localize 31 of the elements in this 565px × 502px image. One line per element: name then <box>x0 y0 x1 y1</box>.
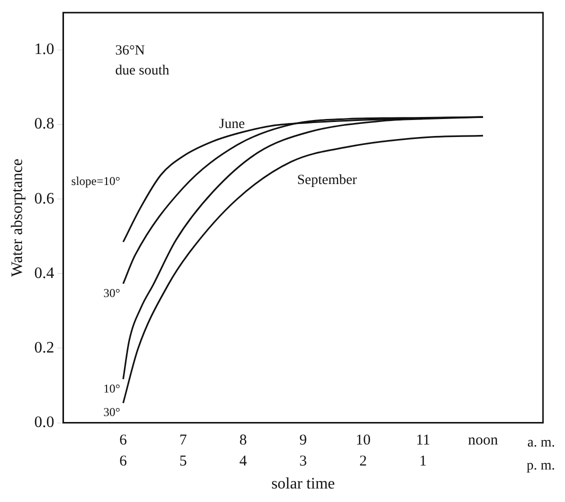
x-tick-label: 6 <box>119 432 128 449</box>
x-tick-label: 8 <box>239 432 247 449</box>
annotation: 36°N <box>115 43 145 58</box>
series-label: 30° <box>103 286 120 300</box>
series-label: 10° <box>103 381 120 396</box>
x2-tick-label: 3 <box>299 454 307 470</box>
y-tick-label: 0.8 <box>34 116 54 133</box>
text: a. m. <box>527 435 555 450</box>
x2-tick-label: 2 <box>359 454 367 470</box>
y-tick-label: 0.0 <box>34 414 54 432</box>
series-label: 30° <box>103 405 120 420</box>
x2-tick-label: 1 <box>419 454 427 470</box>
y-tick-label: 0.2 <box>34 339 54 356</box>
x2-tick-label: 5 <box>179 454 187 470</box>
x-tick-label: 10 <box>356 432 371 449</box>
text: p. m. <box>526 458 555 474</box>
y-tick-label: 1.0 <box>34 41 54 58</box>
x-tick-label: 7 <box>179 432 188 449</box>
x-tick-label: 11 <box>416 432 430 449</box>
annotation: June <box>219 117 245 132</box>
annotation: due south <box>115 63 170 78</box>
y-tick-label: 0.6 <box>34 190 54 208</box>
annotation: September <box>297 173 358 188</box>
x2-tick-label: 4 <box>239 454 248 470</box>
x-tick-label: 9 <box>299 432 307 449</box>
x-axis-title: solar time <box>271 476 335 493</box>
y-tick-label: 0.4 <box>34 264 54 282</box>
x2-tick-label: 6 <box>119 454 128 470</box>
text: slope=10° <box>71 174 120 188</box>
x-tick-label: noon <box>468 432 499 449</box>
y-axis-title: Water absorptance <box>8 158 26 277</box>
